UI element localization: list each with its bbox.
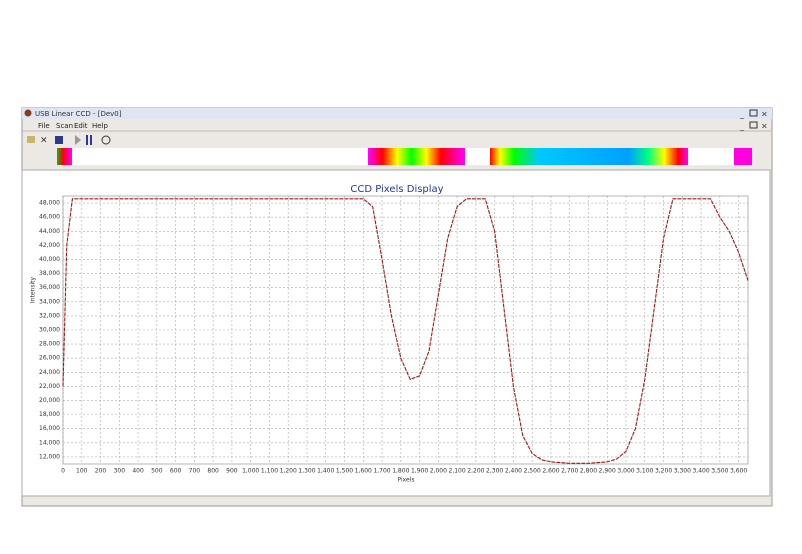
child-close-button[interactable]: ×	[761, 122, 768, 131]
x-tick-label: 3,500	[711, 468, 728, 475]
save-button[interactable]	[55, 136, 63, 144]
minimize-button[interactable]: _	[739, 110, 745, 119]
x-tick-label: 100	[76, 468, 88, 475]
x-tick-label: 200	[95, 468, 107, 475]
y-tick-label: 16,000	[39, 425, 60, 432]
x-tick-label: 3,400	[692, 468, 709, 475]
y-tick-label: 14,000	[39, 439, 60, 446]
child-minimize-button[interactable]: _	[739, 122, 745, 131]
y-tick-label: 42,000	[39, 242, 60, 249]
run-button[interactable]	[75, 135, 81, 145]
intensity-line	[62, 198, 749, 464]
y-tick-label: 38,000	[39, 270, 60, 277]
x-tick-label: 3,200	[655, 468, 672, 475]
close-file-button[interactable]: ×	[40, 136, 48, 146]
app-icon	[24, 109, 32, 117]
y-tick-label: 26,000	[39, 355, 60, 362]
y-tick-label: 18,000	[39, 411, 60, 418]
x-tick-label: 1,200	[280, 468, 297, 475]
x-axis-label: Pixels	[397, 477, 414, 484]
menu-bar: File Scan Edit Help	[38, 122, 109, 130]
pause-button-2	[90, 135, 92, 145]
spectrum-strip	[57, 148, 752, 165]
x-tick-label: 2,900	[599, 468, 616, 475]
x-tick-label: 1,900	[411, 468, 428, 475]
toolbar: ×	[27, 135, 111, 146]
y-tick-label: 22,000	[39, 383, 60, 390]
y-tick-label: 48,000	[39, 200, 60, 207]
window-buttons: _ × _ ×	[739, 109, 768, 131]
y-axis-label: Intensity	[30, 276, 37, 303]
pause-button[interactable]	[86, 135, 88, 145]
plot: 12,000 14,000 16,000 18,000 20,000 22,000 24,0…	[39, 195, 749, 475]
x-tick-label: 600	[170, 468, 182, 475]
y-tick-label: 46,000	[39, 214, 60, 221]
y-tick-label: 12,000	[39, 453, 60, 460]
x-tick-label: 800	[207, 468, 219, 475]
menu-item[interactable]: File	[38, 122, 50, 130]
x-tick-label: 2,700	[561, 468, 578, 475]
y-tick-label: 20,000	[39, 397, 60, 404]
x-tick-label: 0	[61, 468, 65, 475]
x-tick-label: 1,500	[336, 468, 353, 475]
strip-band	[490, 148, 688, 165]
y-tick-label: 34,000	[39, 298, 60, 305]
x-tick-label: 3,600	[730, 468, 747, 475]
x-tick-label: 2,100	[449, 468, 466, 475]
plot-border	[62, 195, 749, 465]
x-tick-label: 1,400	[317, 468, 334, 475]
menu-item[interactable]: Help	[92, 122, 109, 130]
y-tick-label: 36,000	[39, 284, 60, 291]
x-tick-label: 1,000	[242, 468, 259, 475]
close-button[interactable]: ×	[761, 110, 768, 119]
y-tick-label: 44,000	[39, 228, 60, 235]
strip-band	[368, 148, 465, 165]
x-tick-label: 1,300	[298, 468, 315, 475]
menu-item[interactable]: Scan	[56, 122, 73, 130]
x-tick-label: 2,400	[505, 468, 522, 475]
title-bar	[22, 108, 772, 119]
x-tick-label: 2,200	[467, 468, 484, 475]
y-tick-label: 30,000	[39, 327, 60, 334]
chart-panel	[21, 169, 771, 497]
x-tick-label: 1,700	[373, 468, 390, 475]
y-tick-label: 24,000	[39, 369, 60, 376]
chart-title: CCD Pixels Display	[350, 184, 443, 195]
x-tick-label: 3,000	[617, 468, 634, 475]
x-tick-label: 3,300	[674, 468, 691, 475]
x-tick-label: 900	[226, 468, 238, 475]
child-restore-button[interactable]	[749, 121, 758, 129]
x-tick-label: 2,600	[542, 468, 559, 475]
x-tick-label: 1,800	[392, 468, 409, 475]
x-tick-label: 3,100	[636, 468, 653, 475]
x-tick-label: 2,500	[524, 468, 541, 475]
window-title: USB Linear CCD - [Dev0]	[35, 110, 122, 118]
x-tick-label: 1,600	[355, 468, 372, 475]
y-tick-label: 32,000	[39, 312, 60, 319]
x-tick-label: 400	[132, 468, 144, 475]
strip-band	[57, 148, 72, 165]
y-tick-label: 28,000	[39, 341, 60, 348]
y-tick-label: 40,000	[39, 256, 60, 263]
settings-button[interactable]	[101, 135, 111, 145]
maximize-button[interactable]	[749, 109, 758, 117]
x-tick-label: 300	[114, 468, 126, 475]
open-button[interactable]	[27, 136, 35, 143]
strip-band	[734, 148, 752, 165]
x-tick-label: 2,000	[430, 468, 447, 475]
menu-item[interactable]: Edit	[74, 122, 88, 130]
x-tick-label: 2,300	[486, 468, 503, 475]
x-tick-label: 2,800	[580, 468, 597, 475]
x-tick-label: 500	[151, 468, 163, 475]
x-tick-label: 1,100	[261, 468, 278, 475]
x-tick-label: 700	[189, 468, 201, 475]
